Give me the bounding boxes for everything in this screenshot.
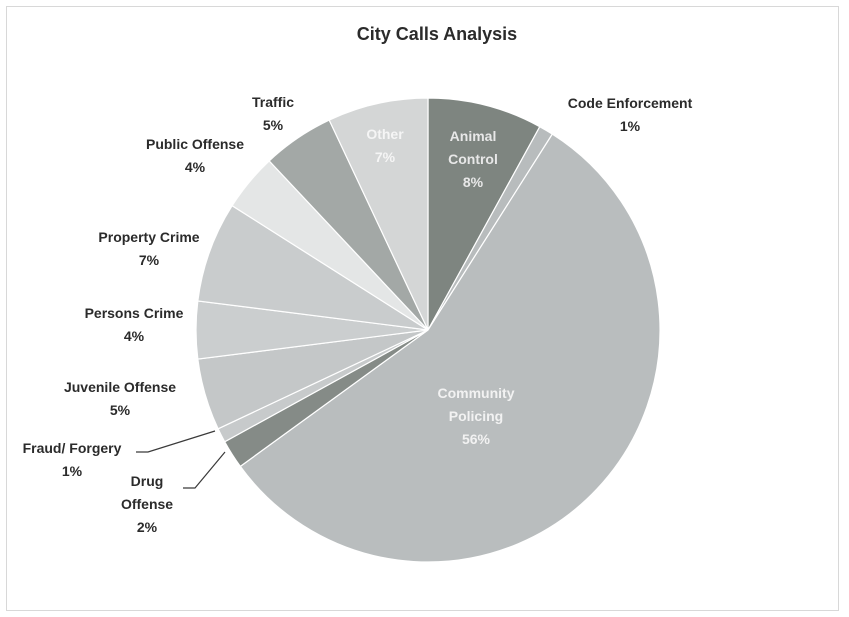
- data-label-animal-control: Animal Control 8%: [448, 128, 498, 190]
- data-label-traffic: Traffic 5%: [252, 94, 294, 133]
- data-label-public-offense: Public Offense 4%: [146, 136, 244, 175]
- data-label-other: Other 7%: [366, 126, 404, 165]
- leader-line-fraud-forgery: [136, 430, 216, 453]
- data-label-juvenile-offense: Juvenile Offense 5%: [64, 379, 176, 418]
- pie-slice-animal-control: [427, 97, 541, 331]
- data-label-property-crime: Property Crime 7%: [98, 229, 199, 268]
- pie-slice-other: [328, 97, 429, 331]
- data-label-drug-offense: Drug Offense 2%: [121, 473, 173, 535]
- data-label-persons-crime: Persons Crime 4%: [85, 305, 184, 344]
- data-label-community-policing: Community Policing 56%: [438, 385, 515, 447]
- pie-slice-property-crime: [197, 204, 429, 331]
- chart-title: City Calls Analysis: [357, 24, 517, 44]
- data-label-fraud-forgery: Fraud/ Forgery 1%: [23, 440, 122, 479]
- chart-frame: [6, 6, 839, 611]
- leader-line-drug-offense: [183, 451, 226, 489]
- pie-slice-community-policing: [239, 133, 661, 563]
- data-label-code-enforcement: Code Enforcement 1%: [568, 95, 693, 134]
